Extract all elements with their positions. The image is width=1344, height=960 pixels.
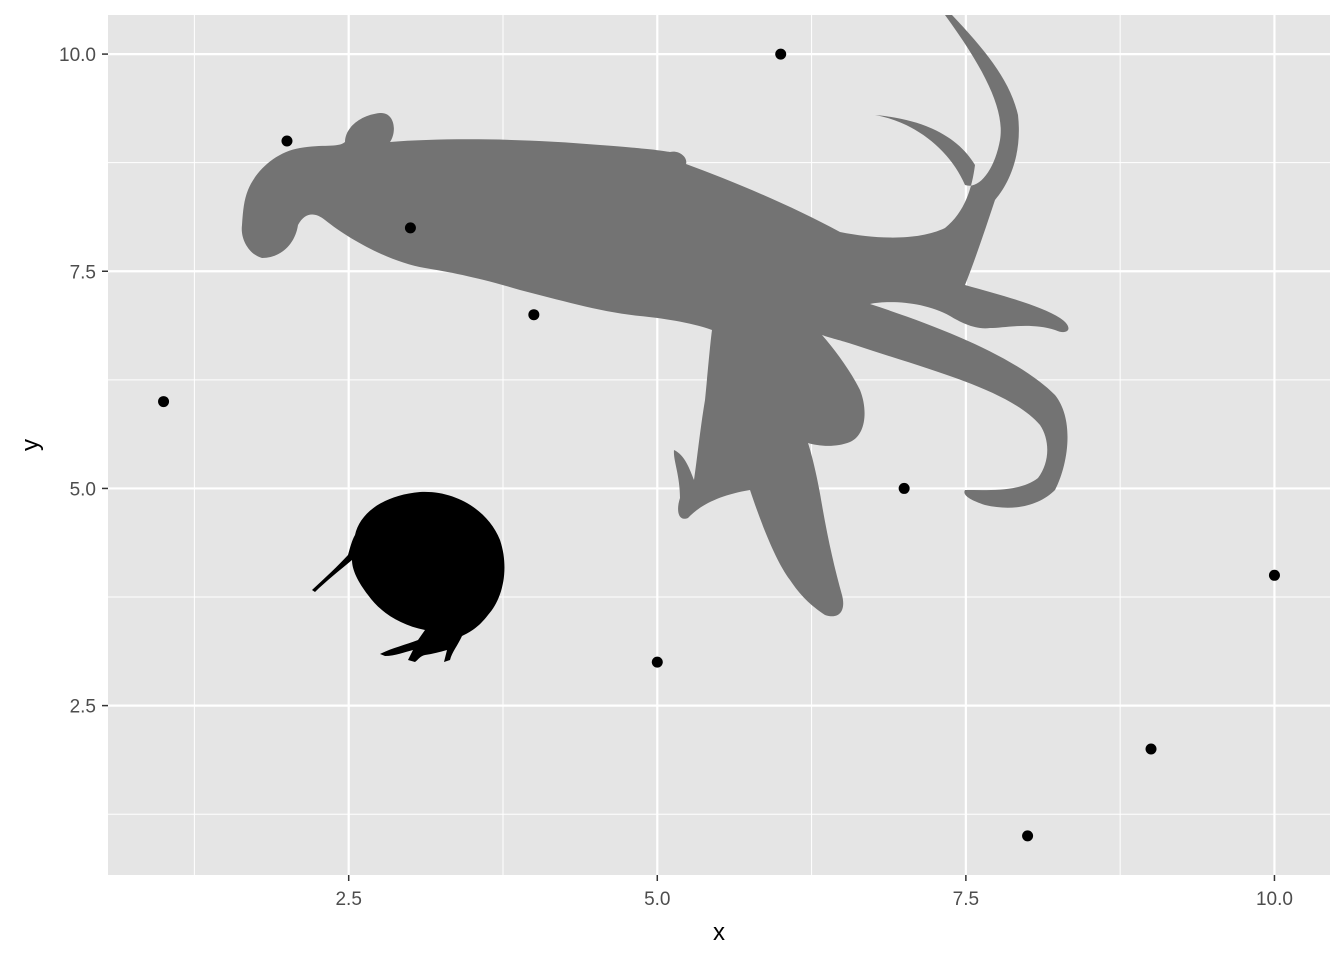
data-point (775, 48, 787, 60)
squid-silhouette (241, 15, 1069, 617)
x-tick-label: 5.0 (644, 889, 670, 910)
data-point (404, 222, 416, 234)
data-point (281, 135, 293, 147)
x-tick-label: 7.5 (953, 889, 979, 910)
scatter-points (158, 48, 1280, 842)
y-axis-ticks: 2.5 5.0 7.5 10.0 (59, 45, 108, 718)
y-tick-label: 2.5 (70, 697, 96, 718)
y-tick-label: 10.0 (59, 45, 96, 66)
data-point (158, 396, 170, 408)
x-axis-title: x (713, 919, 725, 946)
data-point (1268, 569, 1280, 581)
data-point (1145, 743, 1157, 755)
kiwi-silhouette (312, 491, 505, 662)
y-tick-label: 5.0 (70, 479, 96, 500)
x-axis-ticks: 2.5 5.0 7.5 10.0 (335, 875, 1293, 910)
x-tick-label: 10.0 (1256, 889, 1293, 910)
y-tick-label: 7.5 (70, 262, 96, 283)
x-tick-label: 2.5 (335, 889, 361, 910)
data-point (651, 656, 663, 668)
data-point (528, 309, 540, 321)
data-point (898, 482, 910, 494)
data-point (1022, 830, 1034, 842)
y-axis-title: y (17, 439, 44, 451)
